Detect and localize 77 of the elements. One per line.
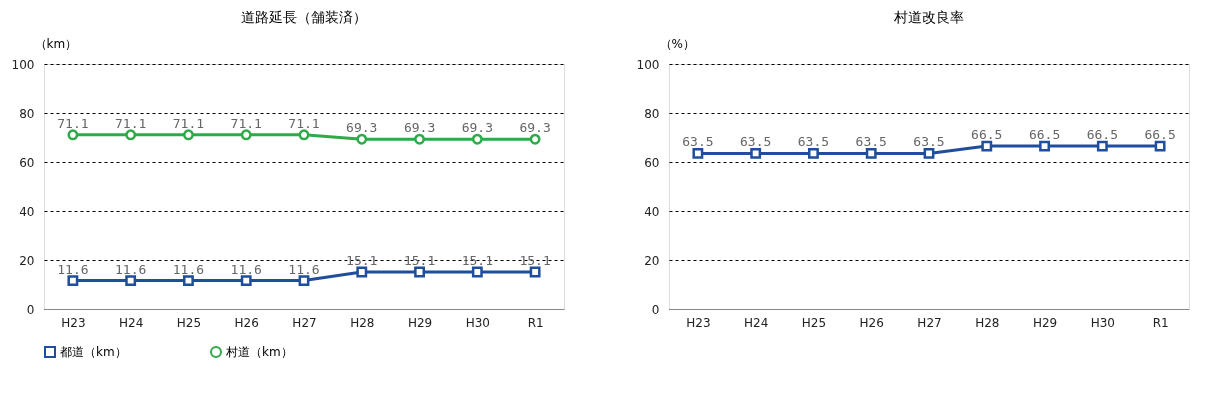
x-tick-label: R1 [527, 315, 544, 330]
data-label: 71.1 [115, 115, 147, 131]
point [67, 275, 79, 287]
x-tick-label: H25 [801, 315, 827, 330]
x-tick-label: R1 [1152, 315, 1169, 330]
point [298, 275, 310, 287]
data-label: 66.5 [1086, 127, 1118, 143]
data-label: 11.6 [288, 261, 320, 277]
data-label: 11.6 [57, 261, 89, 277]
x-tick-label: H25 [176, 315, 202, 330]
x-tick-label: H28 [975, 315, 1000, 330]
point [529, 133, 541, 145]
point [414, 133, 425, 145]
x-tick-label: H23 [686, 315, 711, 330]
data-label: 66.5 [971, 127, 1003, 143]
data-label: 66.5 [1028, 127, 1061, 143]
data-label: 71.1 [230, 115, 262, 131]
data-label: 63.5 [740, 134, 772, 150]
y-axis-title: （km） [34, 36, 78, 51]
legend-label: 村道（km） [225, 345, 293, 359]
chart-title: 村道改良率 [893, 9, 964, 25]
point [240, 275, 252, 287]
x-tick-label: H30 [1090, 315, 1115, 330]
point [125, 275, 137, 287]
data-label: 69.3 [461, 120, 493, 136]
data-label: 11.6 [172, 261, 205, 277]
x-tick-label: H23 [61, 315, 86, 330]
data-label: 63.5 [855, 134, 887, 150]
point [356, 266, 368, 278]
x-tick-label: H28 [350, 315, 375, 330]
point [471, 266, 483, 278]
point [183, 275, 194, 287]
y-tick-label: 80 [19, 106, 35, 121]
y-tick-label: 0 [651, 302, 660, 317]
data-label: 69.3 [403, 120, 436, 136]
y-tick-label: 40 [19, 204, 35, 219]
y-tick-label: 40 [644, 204, 660, 219]
point [183, 129, 194, 141]
data-label: 69.3 [519, 120, 551, 136]
x-tick-label: H24 [119, 315, 144, 330]
data-label: 11.6 [115, 261, 147, 277]
point [125, 129, 137, 141]
y-tick-label: 100 [636, 57, 660, 72]
point [240, 129, 252, 141]
data-label: 63.5 [913, 134, 945, 150]
data-label: 63.5 [797, 134, 830, 150]
data-label: 69.3 [346, 120, 378, 136]
data-label: 63.5 [682, 134, 714, 150]
point [414, 266, 425, 278]
point [471, 133, 483, 145]
y-tick-label: 0 [26, 302, 35, 317]
x-tick-label: H26 [234, 315, 259, 330]
chart-title: 道路延長（舗装済） [241, 9, 367, 25]
x-tick-label: H27 [917, 315, 942, 330]
point [529, 266, 541, 278]
point [298, 129, 310, 141]
y-tick-label: 60 [644, 155, 660, 170]
y-axis-title: （%） [659, 36, 695, 51]
x-tick-label: H30 [465, 315, 490, 330]
x-tick-label: H26 [859, 315, 884, 330]
data-label: 66.5 [1144, 127, 1176, 143]
x-tick-label: H29 [407, 315, 433, 330]
data-label: 71.1 [57, 115, 89, 131]
x-tick-label: H24 [744, 315, 769, 330]
x-tick-label: H29 [1032, 315, 1058, 330]
data-label: 71.1 [288, 115, 320, 131]
x-tick-label: H27 [292, 315, 317, 330]
y-tick-label: 100 [11, 57, 35, 72]
y-tick-label: 60 [19, 155, 35, 170]
point [356, 133, 368, 145]
legend-label: 都道（km） [60, 345, 127, 359]
point [67, 129, 79, 141]
data-label: 11.6 [230, 261, 262, 277]
y-tick-label: 80 [644, 106, 660, 121]
y-tick-label: 20 [644, 253, 660, 268]
data-label: 71.1 [172, 115, 205, 131]
y-tick-label: 20 [19, 253, 35, 268]
